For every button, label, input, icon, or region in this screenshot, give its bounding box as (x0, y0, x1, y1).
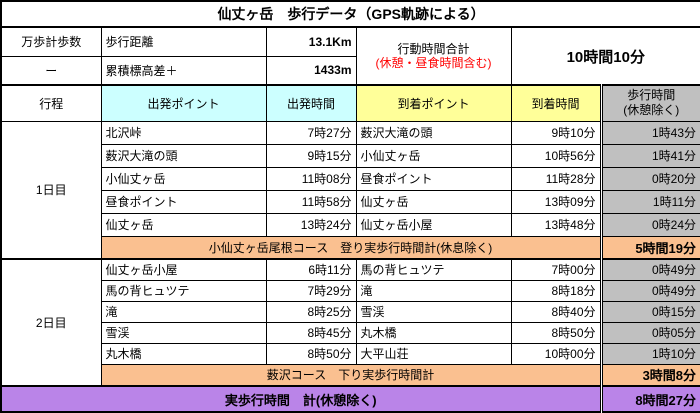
day2-subtotal-value: 3時間8分 (599, 363, 700, 387)
dep-time-cell: 9時15分 (265, 143, 357, 168)
segment-row: 1日目 北沢峠 7時27分 薮沢大滝の頭 9時10分 1時43分 (0, 120, 700, 260)
dep-time-cell: 8時50分 (265, 342, 357, 365)
arr-time-cell: 10時00分 (510, 342, 602, 365)
segment-row: 2日目 仙丈ヶ岳小屋 6時11分 馬の背ヒュツテ 7時00分 0時49分 (0, 258, 700, 387)
segment-row: 馬の背ヒュツテ 7時29分 滝 8時18分 0時49分 (1, 279, 700, 302)
arr-time-cell: 8時40分 (510, 300, 602, 323)
duration-label: 行動時間合計 (397, 42, 470, 56)
dep-time-cell: 11時58分 (265, 189, 357, 214)
to-cell: 丸木橋 (355, 321, 512, 344)
from-cell: 雪渓 (100, 321, 267, 344)
dep-time-cell: 8時25分 (265, 300, 357, 323)
walk-time-cell: 0時15分 (599, 300, 700, 323)
grand-total-value: 8時間27分 (599, 385, 700, 413)
header-dep-time: 出発時間 (265, 84, 357, 122)
walk-time-cell: 0時49分 (599, 279, 700, 302)
title-row: 仙丈ヶ岳 歩行データ（GPS軌跡による） (0, 0, 700, 28)
arr-time-cell: 10時56分 (510, 143, 602, 168)
walk-time-cell: 1時43分 (599, 120, 700, 145)
segment-row: 仙丈ヶ岳 13時24分 仙丈ヶ岳小屋 13時48分 0時24分 (1, 212, 700, 237)
to-cell: 仙丈ヶ岳 (355, 189, 512, 214)
segment-row: 雪渓 8時45分 丸木橋 8時50分 0時05分 (1, 321, 700, 344)
to-cell: 薮沢大滝の頭 (355, 120, 512, 145)
arr-time-cell: 7時00分 (510, 258, 602, 281)
from-cell: 仙丈ヶ岳 (100, 212, 267, 237)
walk-time-cell: 0時24分 (599, 212, 700, 237)
arr-time-cell: 8時18分 (510, 279, 602, 302)
pedometer-value: ー (0, 55, 102, 86)
day1-subtotal-value: 5時間19分 (599, 235, 700, 260)
dep-time-cell: 13時24分 (265, 212, 357, 237)
grand-total-label: 実歩行時間 計(休憩除く) (0, 385, 602, 413)
from-cell: 滝 (100, 300, 267, 323)
from-cell: 丸木橋 (100, 342, 267, 365)
duration-cell: 行動時間合計 (休憩・昼食時間含む) (355, 26, 512, 86)
to-cell: 昼食ポイント (355, 166, 512, 191)
page-title: 仙丈ヶ岳 歩行データ（GPS軌跡による） (0, 0, 700, 28)
to-cell: 仙丈ヶ岳小屋 (355, 212, 512, 237)
segment-row: 滝 8時25分 雪渓 8時40分 0時15分 (1, 300, 700, 323)
walk-time-cell: 1時10分 (599, 342, 700, 365)
dep-time-cell: 6時11分 (265, 258, 357, 281)
walk-time-cell: 0時20分 (599, 166, 700, 191)
header-arr-point: 到着ポイント (355, 84, 512, 122)
dep-time-cell: 8時45分 (265, 321, 357, 344)
to-cell: 雪渓 (355, 300, 512, 323)
header-course: 行程 (0, 84, 102, 122)
elevation-value: 1433m (265, 55, 357, 86)
walk-time-cell: 0時49分 (599, 258, 700, 281)
arr-time-cell: 13時48分 (510, 212, 602, 237)
summary-row-1: 万歩計歩数 歩行距離 13.1Km 行動時間合計 (休憩・昼食時間含む) 10時… (0, 26, 700, 86)
day2-label: 2日目 (0, 258, 102, 387)
segment-row: 昼食ポイント 11時58分 仙丈ヶ岳 13時09分 1時11分 (1, 189, 700, 214)
from-cell: 北沢峠 (100, 120, 267, 145)
dep-time-cell: 7時29分 (265, 279, 357, 302)
grand-total-row: 実歩行時間 計(休憩除く) 8時間27分 (0, 385, 700, 413)
day1-label: 1日目 (0, 120, 102, 260)
summary-row-2: ー 累積標高差＋ 1433m (0, 55, 700, 86)
arr-time-cell: 9時10分 (510, 120, 602, 145)
to-cell: 小仙丈ヶ岳 (355, 143, 512, 168)
distance-label: 歩行距離 (100, 26, 267, 57)
day1-subtotal-label: 小仙丈ヶ岳尾根コース 登り実歩行時間計(休息除く) (100, 235, 602, 260)
duration-note: (休憩・昼食時間含む) (375, 56, 492, 70)
segment-row: 小仙丈ヶ岳 11時08分 昼食ポイント 11時28分 0時20分 (1, 166, 700, 191)
from-cell: 昼食ポイント (100, 189, 267, 214)
from-cell: 仙丈ヶ岳小屋 (100, 258, 267, 281)
day2-subtotal-label: 薮沢コース 下り実歩行時間計 (100, 363, 602, 387)
walk-time-cell: 1時11分 (599, 189, 700, 214)
to-cell: 馬の背ヒュツテ (355, 258, 512, 281)
header-dep-point: 出発ポイント (100, 84, 267, 122)
pedometer-label: 万歩計歩数 (0, 26, 102, 57)
header-walk-time: 歩行時間 (休憩除く) (599, 84, 700, 122)
day1-subtotal-row: 小仙丈ヶ岳尾根コース 登り実歩行時間計(休息除く) 5時間19分 (1, 235, 700, 260)
header-arr-time: 到着時間 (510, 84, 602, 122)
to-cell: 大平山荘 (355, 342, 512, 365)
column-header-row: 行程 出発ポイント 出発時間 到着ポイント 到着時間 歩行時間 (休憩除く) (0, 84, 700, 122)
arr-time-cell: 11時28分 (510, 166, 602, 191)
walk-time-cell: 0時05分 (599, 321, 700, 344)
from-cell: 小仙丈ヶ岳 (100, 166, 267, 191)
duration-value: 10時間10分 (510, 26, 700, 86)
day2-subtotal-row: 薮沢コース 下り実歩行時間計 3時間8分 (1, 363, 700, 387)
segment-row: 薮沢大滝の頭 9時15分 小仙丈ヶ岳 10時56分 1時41分 (1, 143, 700, 168)
dep-time-cell: 7時27分 (265, 120, 357, 145)
to-cell: 滝 (355, 279, 512, 302)
from-cell: 馬の背ヒュツテ (100, 279, 267, 302)
elevation-label: 累積標高差＋ (100, 55, 267, 86)
from-cell: 薮沢大滝の頭 (100, 143, 267, 168)
distance-value: 13.1Km (265, 26, 357, 57)
segment-row: 丸木橋 8時50分 大平山荘 10時00分 1時10分 (1, 342, 700, 365)
dep-time-cell: 11時08分 (265, 166, 357, 191)
arr-time-cell: 8時50分 (510, 321, 602, 344)
arr-time-cell: 13時09分 (510, 189, 602, 214)
walk-time-cell: 1時41分 (599, 143, 700, 168)
